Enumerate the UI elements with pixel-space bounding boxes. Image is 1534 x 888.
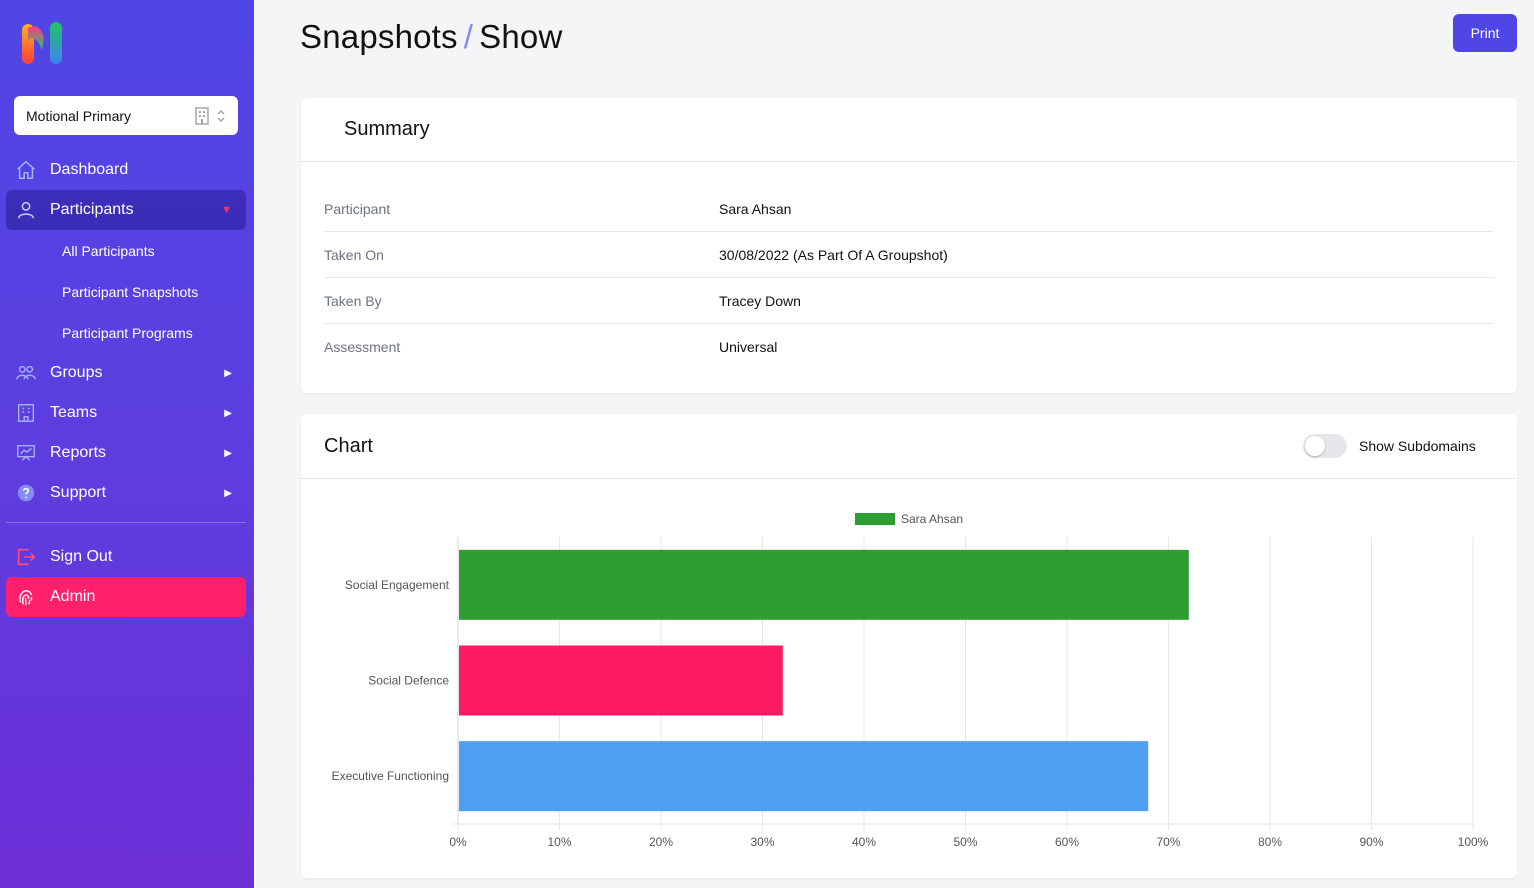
- x-tick-label: 100%: [1458, 835, 1489, 849]
- breadcrumb-separator: /: [463, 18, 474, 55]
- user-icon: [14, 198, 38, 222]
- summary-value: 30/08/2022 (As Part Of A Groupshot): [719, 246, 948, 263]
- sidebar-item-reports[interactable]: Reports ▶: [6, 433, 246, 473]
- sidebar-item-groups[interactable]: Groups ▶: [6, 353, 246, 393]
- chart-header: Chart Show Subdomains: [301, 414, 1517, 479]
- bar: [459, 741, 1149, 812]
- organisation-select-value: Motional Primary: [26, 107, 132, 124]
- sidebar-subitem-participant-programs[interactable]: Participant Programs: [62, 324, 193, 341]
- sidebar-item-teams[interactable]: Teams ▶: [6, 393, 246, 433]
- summary-title: Summary: [301, 98, 1517, 162]
- sidebar-item-label: Teams: [50, 404, 98, 421]
- x-tick-label: 40%: [852, 835, 876, 849]
- sidebar-item-label: Support: [50, 484, 107, 501]
- chevron-up-down-icon: [217, 109, 225, 122]
- x-tick-label: 80%: [1258, 835, 1282, 849]
- y-category-label: Social Defence: [368, 674, 449, 688]
- summary-row-taken-by: Taken By Tracey Down: [324, 278, 1494, 324]
- x-tick-label: 10%: [547, 835, 571, 849]
- breadcrumb-current: Show: [479, 18, 563, 55]
- summary-row-participant: Participant Sara Ahsan: [324, 186, 1494, 232]
- summary-key: Taken By: [324, 292, 382, 309]
- show-subdomains-label: Show Subdomains: [1359, 438, 1476, 454]
- x-tick-label: 20%: [649, 835, 673, 849]
- bar: [459, 549, 1189, 620]
- x-tick-label: 70%: [1156, 835, 1180, 849]
- breadcrumb-parent[interactable]: Snapshots: [300, 18, 458, 55]
- y-category-label: Executive Functioning: [332, 769, 449, 783]
- x-tick-label: 30%: [750, 835, 774, 849]
- bar-chart: 0% 10% 20% 30% 40% 50% 60% 70% 80% 90% 100% Sara Ah…: [332, 512, 1489, 849]
- chart-card: Chart Show Subdomains 0% 10% 20% 30% 40% 50% 6…: [301, 414, 1517, 878]
- sidebar-item-label: Participants: [50, 201, 134, 218]
- sidebar-item-label: Reports: [50, 444, 107, 461]
- fingerprint-icon: [14, 585, 38, 609]
- bar: [459, 645, 783, 716]
- sidebar: Motional Primary Dashboard Participants …: [0, 0, 254, 888]
- legend-swatch: [855, 513, 895, 525]
- presentation-chart-icon: [14, 441, 38, 465]
- sidebar-nav: Dashboard Participants ▼ All Participant…: [6, 150, 246, 617]
- legend-label: Sara Ahsan: [901, 512, 963, 526]
- show-subdomains-toggle[interactable]: [1303, 434, 1347, 458]
- summary-key: Taken On: [324, 246, 384, 263]
- users-icon: [14, 361, 38, 385]
- caret-right-icon: ▶: [224, 487, 232, 499]
- sidebar-item-label: Dashboard: [50, 161, 129, 178]
- motional-logo[interactable]: [20, 20, 68, 66]
- question-circle-icon: [14, 481, 38, 505]
- sidebar-item-support[interactable]: Support ▶: [6, 473, 246, 513]
- summary-row-taken-on: Taken On 30/08/2022 (As Part Of A Groups…: [324, 232, 1494, 278]
- sidebar-item-dashboard[interactable]: Dashboard: [6, 150, 246, 190]
- y-category-label: Social Engagement: [345, 578, 450, 592]
- sidebar-divider: [6, 522, 246, 523]
- sidebar-subitem-all-participants[interactable]: All Participants: [62, 242, 155, 259]
- admin-label: Admin: [50, 588, 96, 605]
- x-tick-label: 50%: [953, 835, 977, 849]
- summary-key: Participant: [324, 200, 391, 217]
- x-tick-label: 90%: [1359, 835, 1383, 849]
- logout-icon: [14, 545, 38, 569]
- chart-title: Chart: [324, 434, 373, 457]
- caret-right-icon: ▶: [224, 447, 232, 459]
- organisation-select[interactable]: Motional Primary: [14, 96, 238, 135]
- caret-down-icon: ▼: [221, 204, 232, 216]
- summary-value: Tracey Down: [719, 292, 801, 309]
- sidebar-item-participants[interactable]: Participants ▼: [6, 190, 246, 230]
- sidebar-subitem-participant-snapshots[interactable]: Participant Snapshots: [62, 283, 199, 300]
- toggle-knob: [1305, 436, 1325, 456]
- print-button[interactable]: Print: [1453, 14, 1517, 52]
- x-tick-label: 0%: [449, 835, 467, 849]
- summary-key: Assessment: [324, 339, 401, 355]
- home-icon: [14, 158, 38, 182]
- summary-value: Universal: [719, 339, 778, 355]
- sign-out-label: Sign Out: [50, 548, 113, 565]
- caret-right-icon: ▶: [224, 407, 232, 419]
- x-tick-label: 60%: [1055, 835, 1079, 849]
- sidebar-item-label: Groups: [50, 364, 103, 381]
- caret-right-icon: ▶: [224, 367, 232, 379]
- summary-card: Summary Participant Sara Ahsan Taken On …: [301, 98, 1517, 393]
- office-building-icon: [14, 401, 38, 425]
- summary-value: Sara Ahsan: [719, 200, 792, 217]
- summary-row-assessment: Assessment Universal: [324, 324, 1494, 370]
- sign-out-button[interactable]: Sign Out: [6, 537, 246, 577]
- admin-button[interactable]: Admin: [6, 577, 246, 617]
- page-title: Snapshots / Show: [300, 18, 562, 56]
- summary-details: Participant Sara Ahsan Taken On 30/08/20…: [301, 162, 1517, 370]
- building-icon: [195, 106, 209, 125]
